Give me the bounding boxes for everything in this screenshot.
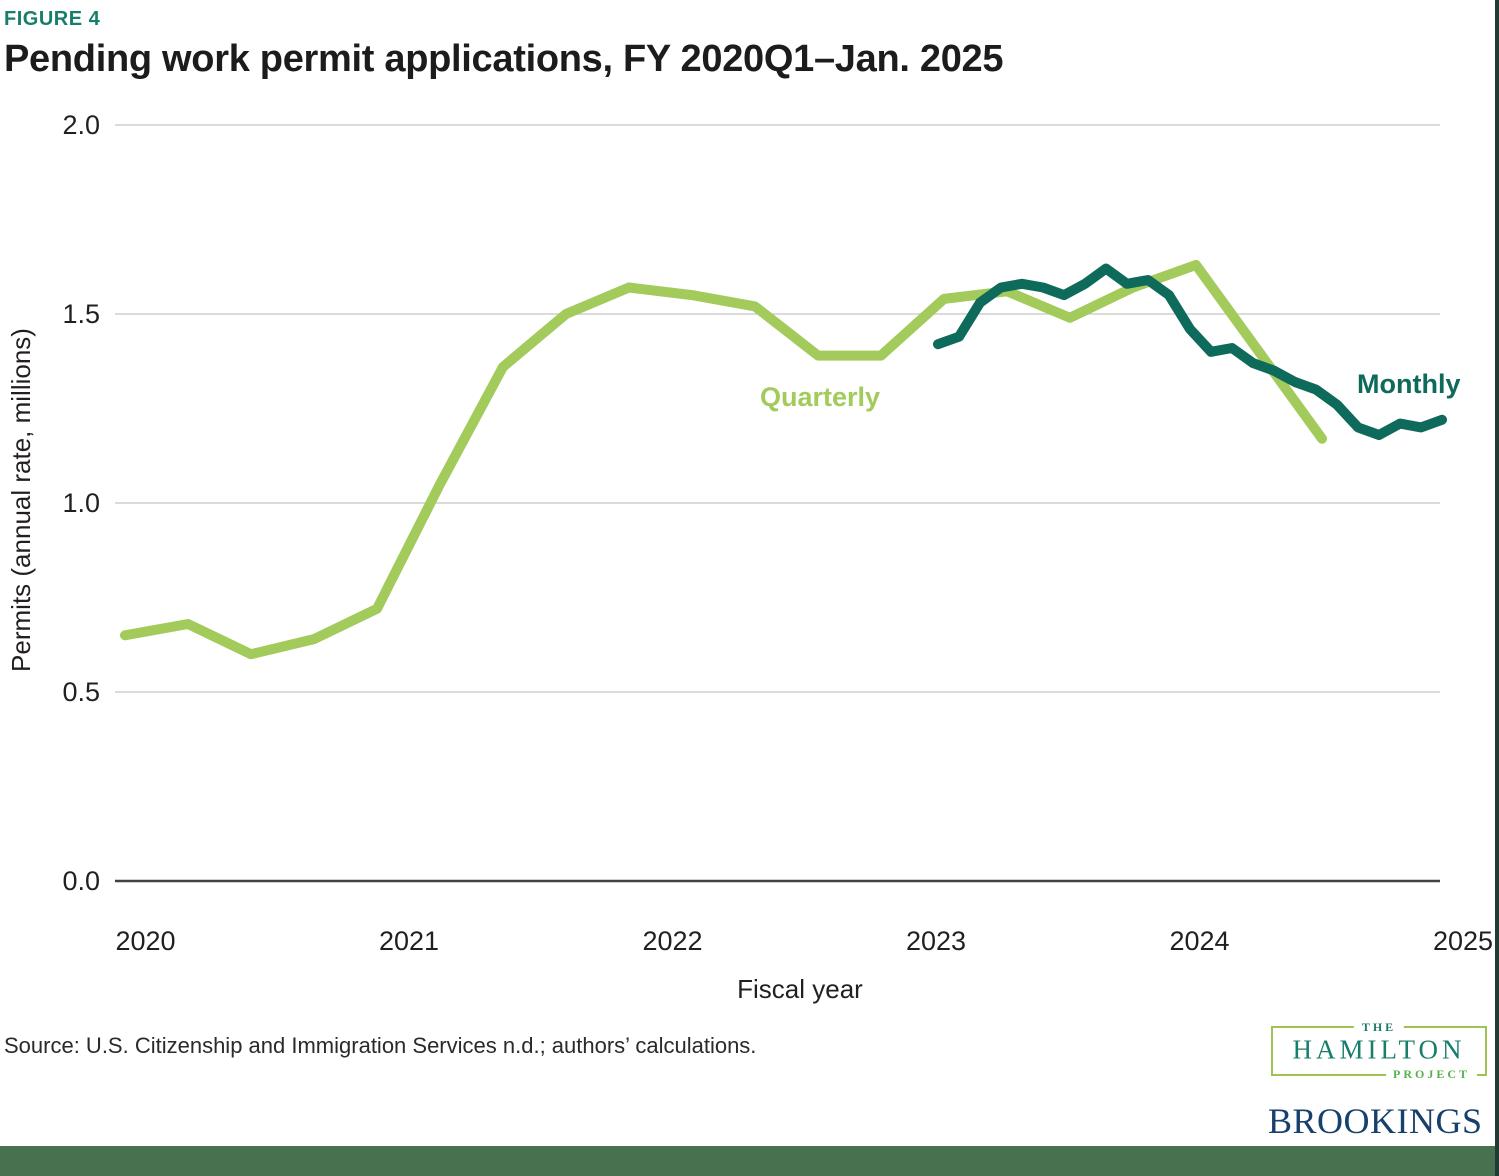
bottom-bar — [0, 1146, 1499, 1176]
y-tick-label: 0.5 — [62, 677, 100, 707]
quarterly-line — [120, 259, 1327, 660]
page-title: Pending work permit applications, FY 202… — [4, 38, 1004, 80]
x-tick-label: 2023 — [906, 926, 966, 956]
hamilton-project-logo: THE HAMILTON PROJECT — [1271, 1019, 1487, 1082]
y-tick-label: 1.0 — [62, 488, 100, 518]
series-lines — [120, 259, 1447, 660]
monthly-line — [933, 263, 1447, 440]
quarterly-series-label: Quarterly — [760, 382, 880, 412]
y-tick-label: 2.0 — [62, 110, 100, 140]
monthly-series-label: Monthly — [1357, 369, 1460, 399]
x-axis-tick-labels: 2020 2021 2022 2023 2024 2025 — [115, 926, 1493, 956]
line-chart: 0.0 0.5 1.0 1.5 2.0 2020 2021 2022 2023 2024 2025… — [6, 110, 1493, 1004]
y-tick-label: 1.5 — [62, 299, 100, 329]
gridlines — [115, 124, 1440, 883]
x-tick-label: 2021 — [379, 926, 439, 956]
source-note: Source: U.S. Citizenship and Immigration… — [4, 1033, 757, 1058]
figure-label: FIGURE 4 — [4, 8, 101, 30]
x-tick-label: 2022 — [642, 926, 702, 956]
brookings-logo: BROOKINGS — [1268, 1101, 1483, 1141]
hamilton-logo-name: HAMILTON — [1292, 1034, 1466, 1065]
y-axis-tick-labels: 0.0 0.5 1.0 1.5 2.0 — [62, 110, 100, 896]
x-tick-label: 2024 — [1169, 926, 1229, 956]
y-tick-label: 0.0 — [62, 866, 100, 896]
hamilton-logo-project: PROJECT — [1385, 1066, 1477, 1082]
x-tick-label: 2025 — [1433, 926, 1493, 956]
y-axis-title: Permits (annual rate, millions) — [6, 328, 36, 672]
hamilton-logo-the: THE — [1353, 1019, 1405, 1035]
right-edge-border — [1495, 0, 1499, 1176]
x-axis-title: Fiscal year — [737, 974, 863, 1004]
x-tick-label: 2020 — [115, 926, 175, 956]
